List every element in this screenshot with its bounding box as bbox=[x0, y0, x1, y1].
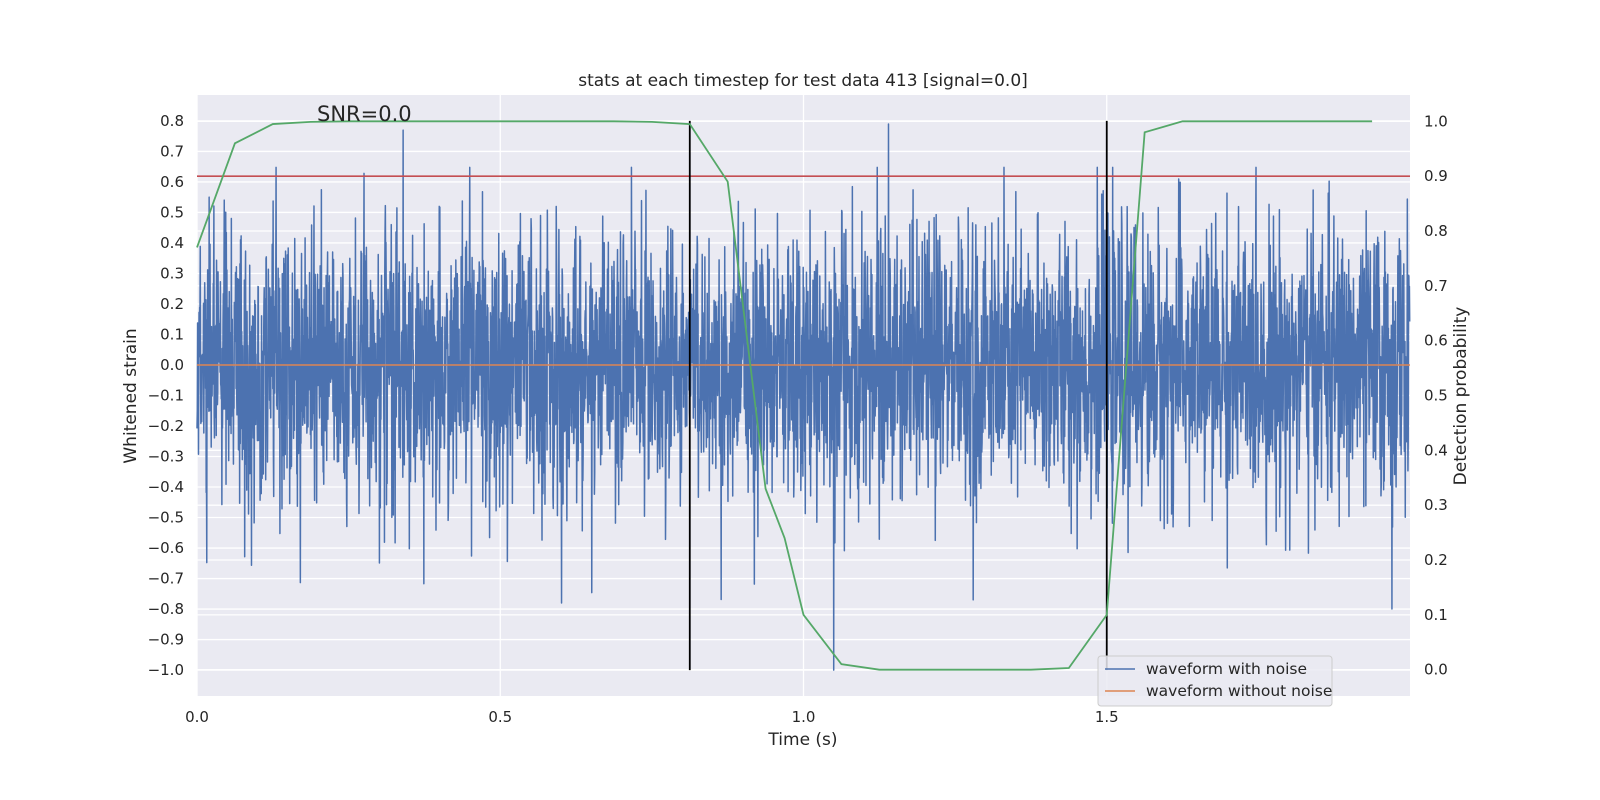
y-tick-label: 0.1 bbox=[160, 325, 184, 343]
series-detection-probability bbox=[196, 120, 1373, 671]
y-tick-label: −0.2 bbox=[148, 417, 184, 435]
y-tick-label: 0.2 bbox=[160, 295, 184, 313]
y2-tick-label: 0.3 bbox=[1424, 496, 1448, 514]
y-tick-label: 0.8 bbox=[160, 112, 184, 130]
y-tick-label: −0.7 bbox=[148, 570, 184, 588]
y-tick-label: −0.6 bbox=[148, 539, 184, 557]
y2-tick-label: 0.5 bbox=[1424, 387, 1448, 405]
y-tick-label: −0.1 bbox=[148, 387, 184, 405]
y-tick-label: 0.6 bbox=[160, 173, 184, 191]
x-axis-label: Time (s) bbox=[767, 730, 837, 750]
y2-tick-label: 0.9 bbox=[1424, 167, 1448, 185]
x-tick-label: 1.0 bbox=[792, 708, 816, 726]
y2-tick-label: 0.1 bbox=[1424, 606, 1448, 624]
y-tick-label: 0.3 bbox=[160, 264, 184, 282]
x-tick-label: 1.5 bbox=[1095, 708, 1119, 726]
y2-tick-label: 0.2 bbox=[1424, 551, 1448, 569]
legend: waveform with noise waveform without noi… bbox=[1097, 655, 1333, 707]
x-tick-label: 0.5 bbox=[488, 708, 512, 726]
y-tick-label: −0.3 bbox=[148, 448, 184, 466]
x-tick-label: 0.0 bbox=[185, 708, 209, 726]
y-tick-label: 0.4 bbox=[160, 234, 184, 252]
y-tick-label: −1.0 bbox=[148, 661, 184, 679]
y2-tick-label: 1.0 bbox=[1424, 112, 1448, 130]
chart-title: stats at each timestep for test data 413… bbox=[578, 71, 1028, 91]
y2-tick-label: 0.6 bbox=[1424, 332, 1448, 350]
reference-lines bbox=[197, 120, 1410, 671]
y-axis-ticks: 0.8 0.7 0.6 0.5 0.4 0.3 0.2 0.1 0.0 −0.1 −0.2 −0.3 −… bbox=[148, 112, 184, 679]
y-tick-label: −0.8 bbox=[148, 600, 184, 618]
legend-label-noise: waveform with noise bbox=[1146, 660, 1307, 678]
probability-line bbox=[196, 120, 1373, 671]
y-tick-label: 0.7 bbox=[160, 142, 184, 160]
y2-tick-label: 0.7 bbox=[1424, 277, 1448, 295]
y-tick-label: −0.9 bbox=[148, 631, 184, 649]
y2-tick-label: 0.4 bbox=[1424, 441, 1448, 459]
series-waveform-with-noise bbox=[196, 123, 1411, 671]
y2-tick-label: 0.8 bbox=[1424, 222, 1448, 240]
x-axis-ticks: 0.0 0.5 1.0 1.5 bbox=[185, 708, 1119, 726]
legend-frame bbox=[1097, 655, 1333, 707]
y2-axis-ticks: 1.0 0.9 0.8 0.7 0.6 0.5 0.4 0.3 0.2 0.1 0.0 bbox=[1424, 112, 1448, 678]
y-tick-label: 0.5 bbox=[160, 203, 184, 221]
noise-waveform-line bbox=[196, 123, 1411, 671]
y-tick-label: −0.4 bbox=[148, 478, 184, 496]
y-axis-label: Whitened strain bbox=[121, 328, 141, 463]
y-tick-label: −0.5 bbox=[148, 509, 184, 527]
y-tick-label: 0.0 bbox=[160, 356, 184, 374]
legend-label-clean: waveform without noise bbox=[1146, 682, 1332, 700]
y2-tick-label: 0.0 bbox=[1424, 661, 1448, 679]
snr-annotation: SNR=0.0 bbox=[317, 102, 412, 126]
y2-axis-label: Detection probability bbox=[1451, 307, 1471, 486]
